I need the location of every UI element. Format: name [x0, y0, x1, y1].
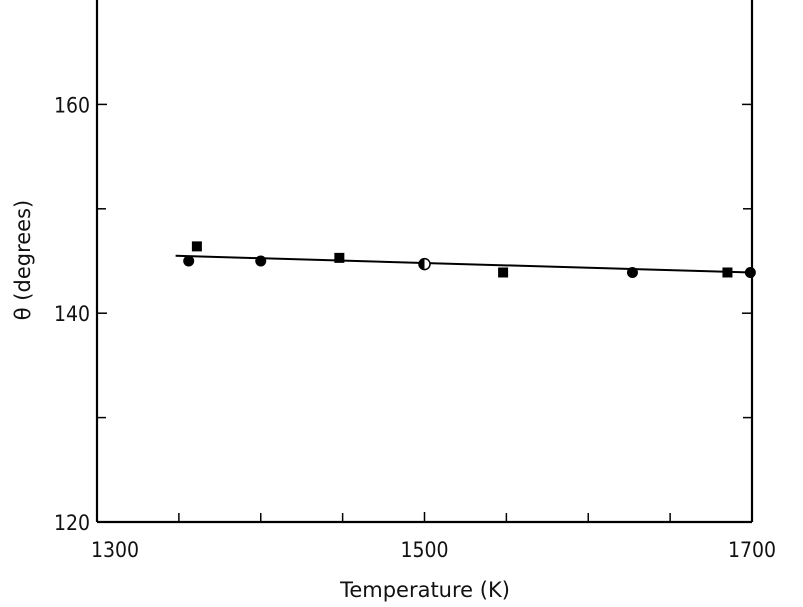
y-axis-title: θ (degrees)	[11, 200, 35, 320]
x-tick-label: 1300	[91, 538, 139, 562]
x-axis-title: Temperature (K)	[339, 578, 510, 602]
ticks: 1300 1500 1700 120 140 160	[54, 93, 776, 562]
fit-line	[175, 254, 753, 274]
data-point-circle	[626, 266, 638, 278]
x-tick-label: 1500	[400, 538, 448, 562]
data-point-square	[191, 241, 202, 252]
x-tick-label: 1700	[728, 538, 776, 562]
half-circle-fill	[419, 258, 425, 270]
data-point-circle	[744, 266, 756, 278]
data-point-circle	[255, 255, 267, 267]
y-tick-label: 160	[54, 93, 90, 117]
y-tick-label: 120	[54, 511, 90, 535]
data-point-circle	[183, 255, 195, 267]
data-point-square	[334, 252, 345, 263]
data-point-half-circle	[418, 257, 431, 271]
data-point-square	[498, 267, 509, 278]
data-marks	[175, 241, 756, 278]
y-tick-label: 140	[54, 302, 90, 326]
data-point-square	[722, 267, 733, 278]
